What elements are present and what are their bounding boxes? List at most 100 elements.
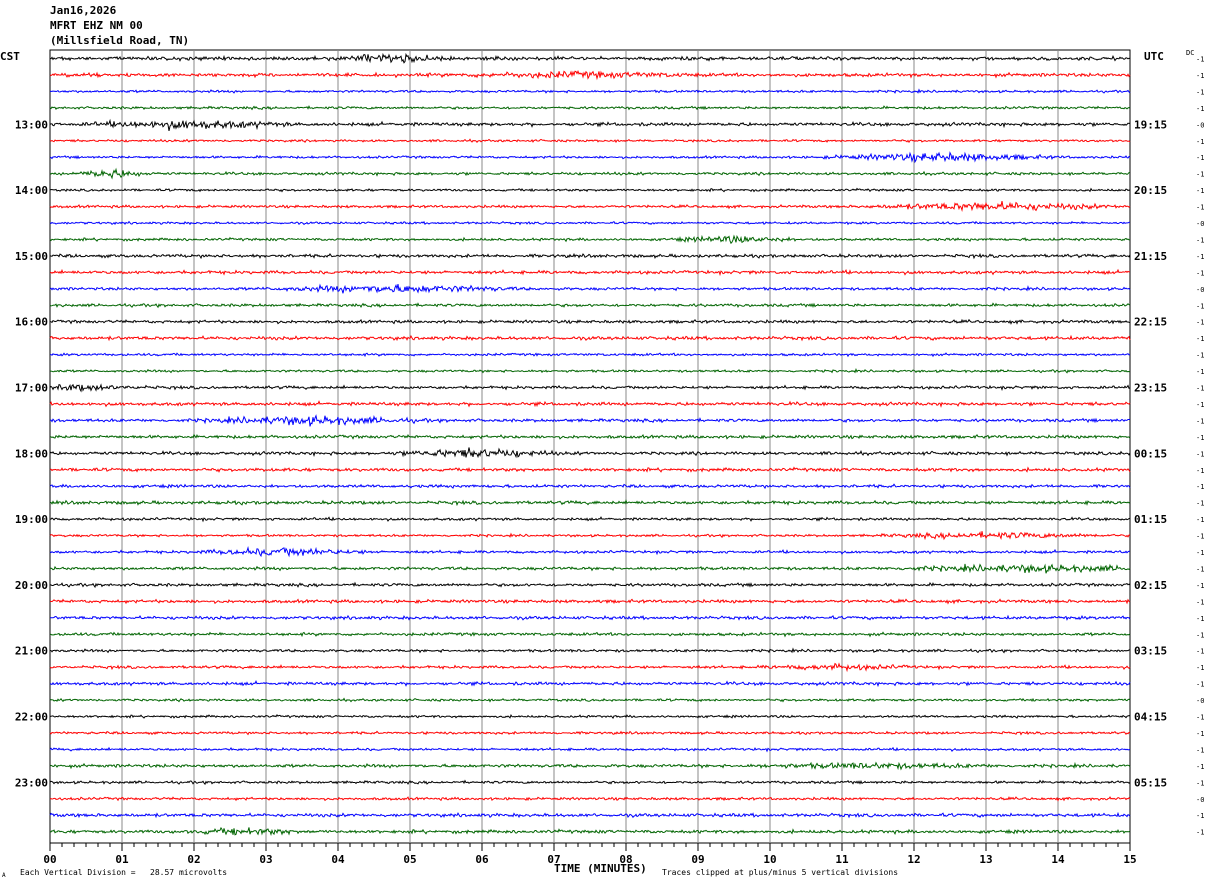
- trace-line: [49, 70, 1131, 81]
- dc-offset-label: -1: [1196, 664, 1204, 672]
- scale-note: Each Vertical Division = 28.57 microvolt…: [20, 868, 228, 877]
- trace-line: [49, 631, 1131, 638]
- x-tick-label: 14: [1051, 853, 1065, 866]
- left-timezone-label: CST: [0, 50, 20, 63]
- dc-offset-label: -1: [1196, 598, 1204, 606]
- trace-line: [49, 647, 1131, 654]
- dc-offset-label: -0: [1196, 220, 1204, 228]
- dc-offset-label: -1: [1196, 335, 1204, 343]
- trace-line: [49, 680, 1131, 688]
- x-tick-label: 13: [979, 853, 992, 866]
- trace-line: [49, 105, 1131, 111]
- dc-offset-label: -1: [1196, 352, 1204, 360]
- right-hour-label: 19:15: [1134, 118, 1167, 131]
- right-hour-label: 05:15: [1134, 776, 1167, 789]
- x-tick-label: 06: [475, 853, 489, 866]
- dc-offset-label: -1: [1196, 730, 1204, 738]
- trace-line: [49, 433, 1131, 440]
- dc-offset-label: -1: [1196, 483, 1204, 491]
- dc-offset-label: -1: [1196, 385, 1204, 393]
- dc-offset-label: -1: [1196, 56, 1204, 64]
- dc-offset-label: -1: [1196, 302, 1204, 310]
- left-hour-label: 15:00: [15, 250, 48, 263]
- trace-line: [49, 138, 1131, 144]
- right-hour-label: 03:15: [1134, 645, 1167, 658]
- dc-offset-label: -1: [1196, 812, 1204, 820]
- x-tick-label: 01: [115, 853, 129, 866]
- x-tick-label: 04: [331, 853, 345, 866]
- dc-label: DC: [1186, 49, 1195, 57]
- dc-offset-label: -1: [1196, 631, 1204, 639]
- dc-offset-label: -1: [1196, 779, 1204, 787]
- left-hour-label: 13:00: [15, 118, 48, 131]
- x-tick-label: 05: [403, 853, 416, 866]
- trace-line: [50, 614, 1131, 621]
- trace-line: [49, 730, 1131, 736]
- trace-line: [49, 779, 1131, 786]
- trace-line: [49, 268, 1130, 277]
- trace-line: [49, 697, 1131, 703]
- dc-offset-label: -1: [1196, 615, 1204, 623]
- left-hour-label: 18:00: [15, 447, 48, 460]
- trace-line: [49, 334, 1131, 342]
- clip-note: Traces clipped at plus/minus 5 vertical …: [662, 868, 899, 877]
- trace-line: [49, 826, 1131, 837]
- dc-offset-label: -0: [1196, 796, 1204, 804]
- trace-line: [49, 234, 1131, 245]
- right-hour-label: 21:15: [1134, 250, 1167, 263]
- trace-line: [50, 581, 1131, 589]
- trace-line: [49, 531, 1131, 541]
- left-hour-label: 14:00: [15, 184, 48, 197]
- right-hour-label: 23:15: [1134, 382, 1167, 395]
- trace-line: [49, 796, 1131, 802]
- left-hour-label: 19:00: [15, 513, 48, 526]
- trace-line: [49, 483, 1131, 490]
- trace-line: [49, 414, 1131, 427]
- right-hour-label: 22:15: [1134, 316, 1167, 329]
- dc-offset-label: -1: [1196, 763, 1204, 771]
- dc-offset-label: -0: [1196, 286, 1204, 294]
- x-tick-label: 15: [1123, 853, 1136, 866]
- x-tick-label: 07: [547, 853, 560, 866]
- x-axis-title: TIME (MINUTES): [554, 862, 647, 875]
- right-hour-label: 02:15: [1134, 579, 1167, 592]
- trace-line: [49, 167, 1131, 180]
- dc-offset-label: -1: [1196, 138, 1204, 146]
- trace-line: [49, 563, 1131, 574]
- trace-line: [49, 252, 1131, 260]
- dc-offset-label: -1: [1196, 72, 1204, 80]
- trace-line: [49, 746, 1131, 753]
- left-hour-label: 22:00: [15, 711, 48, 724]
- left-hour-label: 21:00: [15, 645, 48, 658]
- trace-line: [49, 400, 1131, 408]
- dc-offset-label: -1: [1196, 681, 1204, 689]
- trace-line: [49, 714, 1131, 720]
- trace-line: [50, 516, 1131, 523]
- header-date: Jan16,2026: [50, 4, 117, 17]
- dc-offset-label: -1: [1196, 746, 1204, 754]
- dc-offset-label: -1: [1196, 154, 1204, 162]
- dc-offset-label: -1: [1196, 105, 1204, 113]
- right-hour-label: 00:15: [1134, 447, 1167, 460]
- trace-line: [49, 151, 1131, 164]
- dc-offset-label: -0: [1196, 121, 1204, 129]
- dc-offset-label: -1: [1196, 204, 1204, 212]
- trace-line: [50, 318, 1131, 325]
- trace-line: [49, 52, 1131, 64]
- trace-line: [49, 88, 1131, 94]
- header-station: MFRT EHZ NM 00: [50, 19, 143, 32]
- x-tick-label: 08: [619, 853, 632, 866]
- dc-offset-label: -1: [1196, 582, 1204, 590]
- dc-offset-label: -1: [1196, 648, 1204, 656]
- dc-offset-label: -1: [1196, 368, 1204, 376]
- trace-line: [49, 811, 1131, 819]
- header-location: (Millsfield Road, TN): [50, 34, 190, 47]
- left-hour-label: 16:00: [15, 316, 48, 329]
- x-tick-label: 00: [43, 853, 56, 866]
- x-tick-label: 10: [763, 853, 776, 866]
- dc-offset-label: -1: [1196, 236, 1204, 244]
- left-hour-label: 17:00: [15, 382, 48, 395]
- trace-line: [49, 283, 1131, 294]
- right-hour-label: 01:15: [1134, 513, 1167, 526]
